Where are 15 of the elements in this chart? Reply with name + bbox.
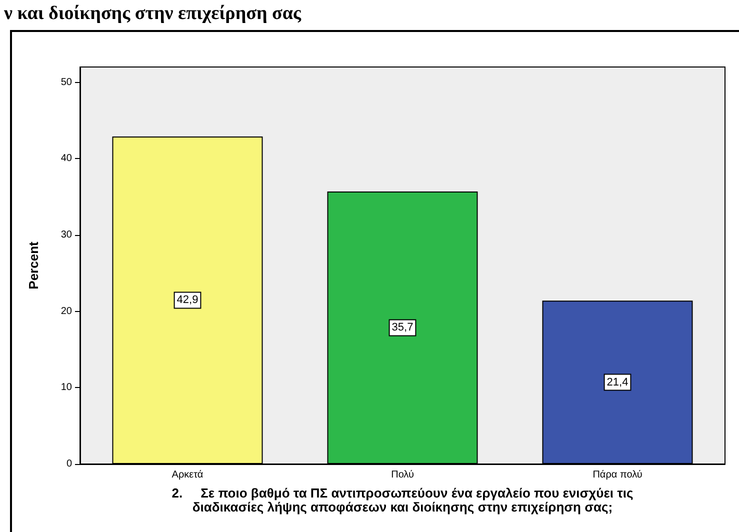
x-tick-label: Πολύ: [391, 470, 414, 480]
data-label: 42,9: [176, 294, 198, 306]
data-label: 35,7: [392, 322, 414, 334]
x-axis-title: 2. Σε ποιο βαθμό τα ΠΣ αντιπροσωπεύουν ένα εργαλείο που ενισχύει τις διαδικασίες λήψης αποφάσεων και διοίκησης στην επιχείρηση σας;: [172, 486, 634, 514]
y-axis-title: Percent: [26, 240, 41, 290]
y-tick-label: 10: [60, 382, 72, 394]
chart-title: ν και διοίκησης στην επιχείρηση σας: [4, 3, 301, 25]
y-tick-label: 20: [60, 306, 72, 317]
y-tick-label: 0: [66, 458, 72, 470]
y-tick-label: 30: [60, 229, 72, 240]
x-tick-label: Αρκετά: [172, 470, 204, 480]
data-label: 21,4: [606, 376, 628, 388]
y-tick-label: 50: [60, 76, 72, 88]
y-tick-label: 40: [60, 153, 72, 164]
x-tick-label: Πάρα πολύ: [592, 470, 642, 480]
